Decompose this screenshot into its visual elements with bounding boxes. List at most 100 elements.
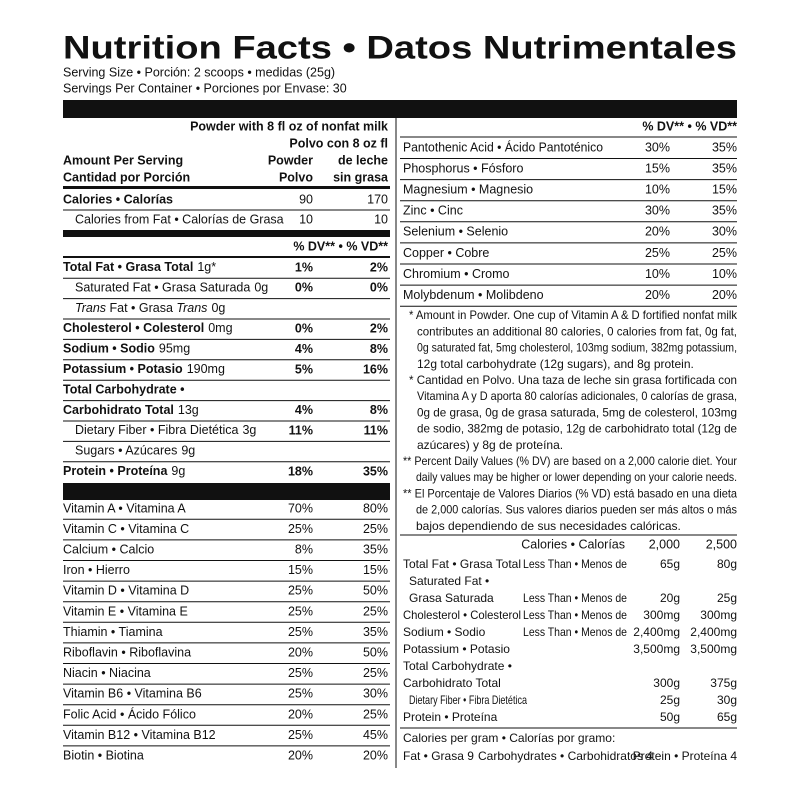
label: Vitamin B12 • Vitamina B12 <box>63 728 216 742</box>
label: Carbohidrato Total <box>403 676 501 690</box>
label-part: Total Fat • Grasa Total <box>63 260 193 274</box>
dv-value: 0% <box>295 321 313 335</box>
label-part: Carbohidrato Total <box>63 403 174 417</box>
label: Iron • Hierro <box>63 563 130 577</box>
label: 50% <box>363 645 388 659</box>
label: 20% <box>288 645 313 659</box>
label: 20% <box>645 288 670 302</box>
serving-size: Serving Size • Porción: 2 scoops • medid… <box>63 65 335 79</box>
servings-per-container: Servings Per Container • Porciones por E… <box>63 81 347 95</box>
nutrient-label: Trans Fat • Grasa Trans 0g <box>75 301 225 315</box>
label: de leche <box>338 153 388 167</box>
label: 20% <box>363 748 388 762</box>
label: Amount Per Serving <box>63 153 183 167</box>
label: 45% <box>363 728 388 742</box>
label: Polvo con 8 oz fl <box>289 136 388 150</box>
vitamin-bar <box>63 483 390 500</box>
label: Folic Acid • Ácido Fólico <box>63 706 196 721</box>
label: Vitamin C • Vitamina C <box>63 522 189 536</box>
label: 65g <box>660 557 680 571</box>
label: 25% <box>363 604 388 618</box>
footnote: de 2,000 calorías. Sus valores diarios p… <box>416 503 737 517</box>
amount: 95mg <box>159 342 190 356</box>
label-part: Cholesterol • Colesterol <box>63 321 204 335</box>
label-part: Sodium • Sodio <box>63 342 155 356</box>
label: Vitamin E • Vitamina E <box>63 604 188 618</box>
amount: 13g <box>178 403 199 417</box>
label: Riboflavin • Riboflavina <box>63 645 191 659</box>
label: Niacin • Niacina <box>63 666 151 680</box>
label: 2,000 <box>649 537 680 551</box>
label: 3,500mg <box>633 642 680 656</box>
amount: 1g* <box>197 260 216 274</box>
label: 25% <box>363 707 388 721</box>
dv-value: 4% <box>295 403 313 417</box>
footnote: contributes an additional 80 calories, 0… <box>417 324 737 338</box>
label-part: Protein • Proteína <box>63 464 168 478</box>
dv-value: 8% <box>370 403 388 417</box>
label: Vitamin B6 • Vitamina B6 <box>63 687 202 701</box>
label: 25g <box>717 591 737 605</box>
nutrient-label: Sugars • Azúcares 9g <box>75 444 195 458</box>
label: 10% <box>645 267 670 281</box>
label: 30% <box>363 687 388 701</box>
footnote: azúcares) y 8g de proteína. <box>417 438 563 452</box>
label: Powder with 8 fl oz of nonfat milk <box>190 119 388 133</box>
dv-value: 16% <box>363 362 388 376</box>
dv-value: 11% <box>364 423 388 437</box>
label: Less Than • Menos de <box>523 625 627 639</box>
dv-value: 11% <box>289 423 313 437</box>
nutrient-label: Carbohidrato Total 13g <box>63 403 199 417</box>
label: 2,400mg <box>690 625 737 639</box>
amount: 0mg <box>208 321 232 335</box>
amount: 0g <box>254 281 268 295</box>
amount: 9g <box>181 444 195 458</box>
label: Molybdenum • Molibdeno <box>403 288 544 302</box>
label: % DV** • % VD** <box>642 119 737 133</box>
label: 10% <box>712 267 737 281</box>
label: 375g <box>710 676 737 690</box>
label: 25% <box>288 584 313 598</box>
label: Sodium • Sodio <box>403 625 486 639</box>
label: 30g <box>717 693 737 707</box>
dv-value: 18% <box>288 464 313 478</box>
amount: 190mg <box>187 362 225 376</box>
label: Biotin • Biotina <box>63 748 144 762</box>
rule <box>63 186 390 189</box>
label-part: Trans <box>176 301 207 315</box>
label-part: Total Carbohydrate • <box>63 383 185 397</box>
label: 90 <box>299 192 313 206</box>
label: 10 <box>299 212 313 226</box>
label: Protein • Proteína <box>403 710 498 724</box>
label: 20% <box>288 707 313 721</box>
label: Zinc • Cinc <box>403 204 463 218</box>
label: 8% <box>295 542 313 556</box>
label: 30% <box>712 225 737 239</box>
label: Cantidad por Porción <box>63 170 190 184</box>
dv-value: 0% <box>295 281 313 295</box>
label: 80% <box>363 501 388 515</box>
label: 30% <box>645 140 670 154</box>
footnote: * Amount in Powder. One cup of Vitamin A… <box>409 308 738 322</box>
label: 25% <box>288 522 313 536</box>
label: 15% <box>363 563 388 577</box>
label-part: Fat • Grasa <box>106 301 176 315</box>
nutrient-label: Cholesterol • Colesterol 0mg <box>63 321 233 335</box>
label: Saturated Fat • <box>409 574 489 588</box>
label: 35% <box>712 204 737 218</box>
label: 300g <box>653 676 680 690</box>
label: 25% <box>645 246 670 260</box>
label: 35% <box>363 625 388 639</box>
label: 2,400mg <box>633 625 680 639</box>
label-part: Saturated Fat • Grasa Saturada <box>75 281 250 295</box>
label: Less Than • Menos de <box>523 591 627 605</box>
footnote: * Cantidad en Polvo. Una taza de leche s… <box>409 373 737 387</box>
nutrient-label: Protein • Proteína 9g <box>63 464 185 478</box>
label: % DV** • % VD** <box>293 239 388 253</box>
label: Copper • Cobre <box>403 246 489 260</box>
footnote: bajos dependiendo de sus necesidades cal… <box>416 519 681 533</box>
label: Calories per gram • Calorías por gramo: <box>403 731 615 745</box>
label: sin grasa <box>333 170 389 184</box>
label: 15% <box>712 182 737 196</box>
label: Vitamin D • Vitamina D <box>63 584 189 598</box>
